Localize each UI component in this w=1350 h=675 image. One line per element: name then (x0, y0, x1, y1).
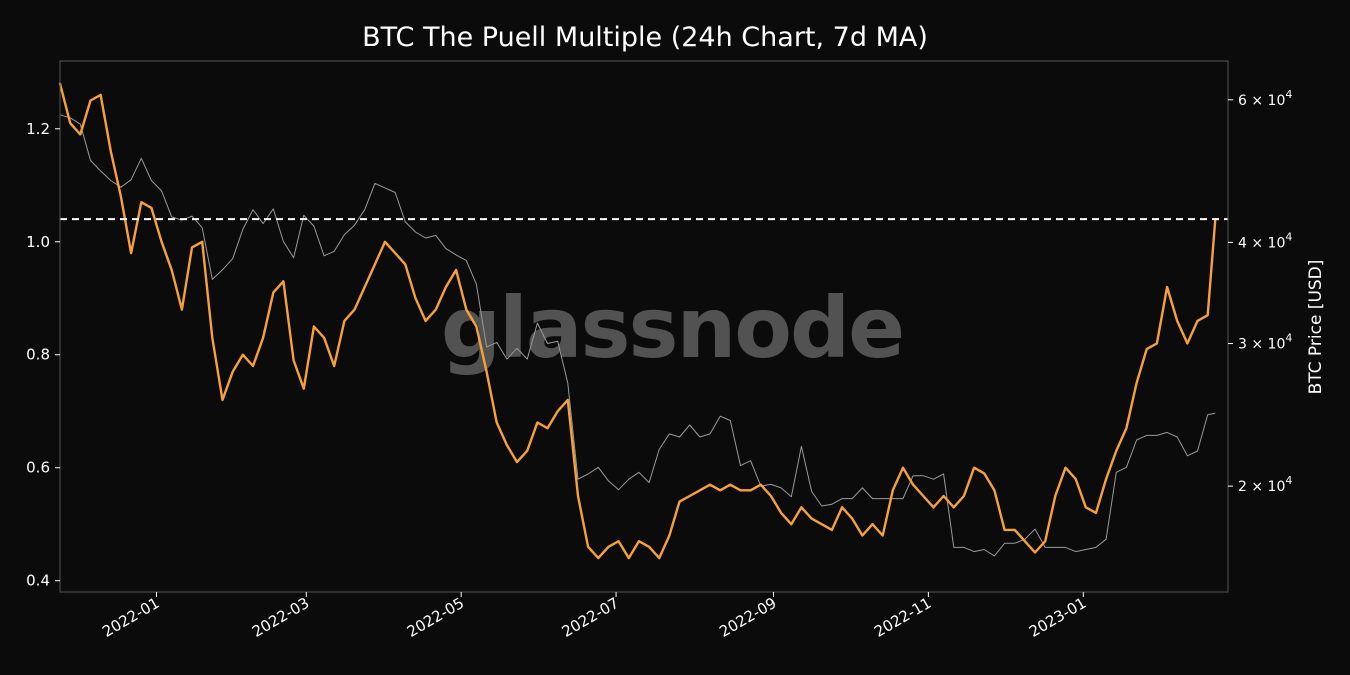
left-y-tick-label: 0.8 (26, 346, 50, 364)
puell-multiple-line (58, 82, 1217, 560)
left-y-tick-label: 1.0 (26, 233, 50, 251)
right-y-tick-label: 2 × 104 (1238, 474, 1292, 495)
right-y-axis-label: BTC Price [USD] (1306, 260, 1326, 395)
right-y-tick-label: 3 × 104 (1238, 332, 1292, 353)
puell-multiple-series (58, 82, 1217, 560)
right-y-axis-ticks: 2 × 104 3 × 104 4 × 104 6 × 104 (1228, 88, 1292, 495)
btc-price-line (59, 114, 1216, 557)
left-y-tick-label: 1.2 (26, 120, 50, 138)
left-y-tick-label: 0.6 (26, 459, 50, 477)
btc-price-series (59, 114, 1216, 557)
glassnode-watermark: glassnode (441, 279, 903, 377)
left-y-axis-ticks: 0.4 0.6 0.8 1.0 1.2 (26, 120, 60, 590)
right-y-tick-label: 6 × 104 (1238, 88, 1292, 109)
right-y-tick-label: 4 × 104 (1238, 230, 1292, 251)
left-y-tick-label: 0.4 (26, 572, 50, 590)
plot-frame (59, 60, 1229, 593)
chart-title: BTC The Puell Multiple (24h Chart, 7d MA… (362, 22, 928, 53)
